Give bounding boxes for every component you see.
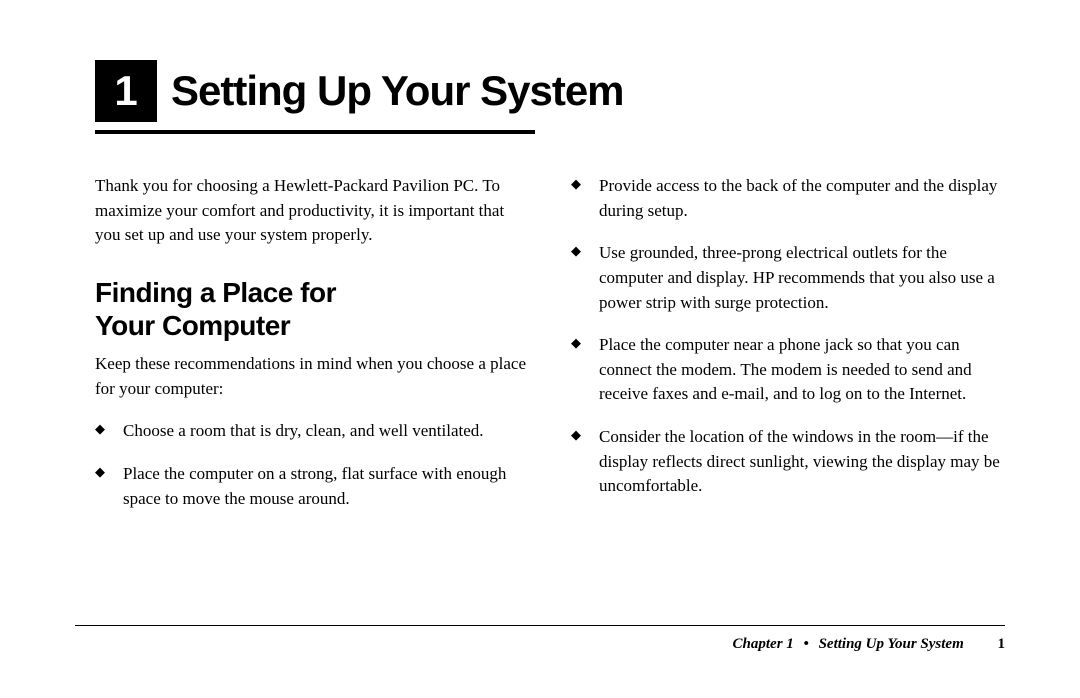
- right-column: Provide access to the back of the comput…: [571, 174, 1005, 529]
- chapter-number-box: 1: [95, 60, 157, 122]
- list-item: Consider the location of the windows in …: [571, 425, 1005, 499]
- intro-paragraph: Thank you for choosing a Hewlett-Packard…: [95, 174, 529, 248]
- page-footer: Chapter 1 • Setting Up Your System 1: [75, 625, 1005, 653]
- left-column: Thank you for choosing a Hewlett-Packard…: [95, 174, 529, 529]
- content-columns: Thank you for choosing a Hewlett-Packard…: [95, 174, 1005, 529]
- list-item: Place the computer near a phone jack so …: [571, 333, 1005, 407]
- chapter-number: 1: [114, 67, 137, 115]
- chapter-title: Setting Up Your System: [171, 67, 624, 115]
- left-bullet-list: Choose a room that is dry, clean, and we…: [95, 419, 529, 511]
- right-bullet-list: Provide access to the back of the comput…: [571, 174, 1005, 499]
- chapter-header: 1 Setting Up Your System: [95, 60, 1005, 122]
- footer-separator: •: [804, 636, 809, 652]
- list-item: Choose a room that is dry, clean, and we…: [95, 419, 529, 444]
- section-heading: Finding a Place for Your Computer: [95, 276, 529, 342]
- footer-chapter-label: Chapter 1: [733, 636, 794, 652]
- list-item: Use grounded, three-prong electrical out…: [571, 241, 1005, 315]
- list-item: Place the computer on a strong, flat sur…: [95, 462, 529, 511]
- heading-line-2: Your Computer: [95, 310, 290, 341]
- title-underline: [95, 130, 535, 134]
- section-lead: Keep these recommendations in mind when …: [95, 352, 529, 401]
- list-item: Provide access to the back of the comput…: [571, 174, 1005, 223]
- footer-page-number: 1: [998, 636, 1006, 652]
- footer-section-label: Setting Up Your System: [819, 636, 964, 652]
- heading-line-1: Finding a Place for: [95, 277, 336, 308]
